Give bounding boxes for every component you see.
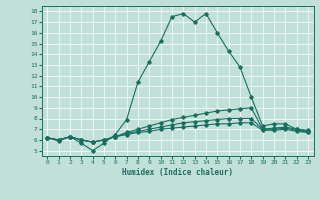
X-axis label: Humidex (Indice chaleur): Humidex (Indice chaleur) [122, 168, 233, 177]
